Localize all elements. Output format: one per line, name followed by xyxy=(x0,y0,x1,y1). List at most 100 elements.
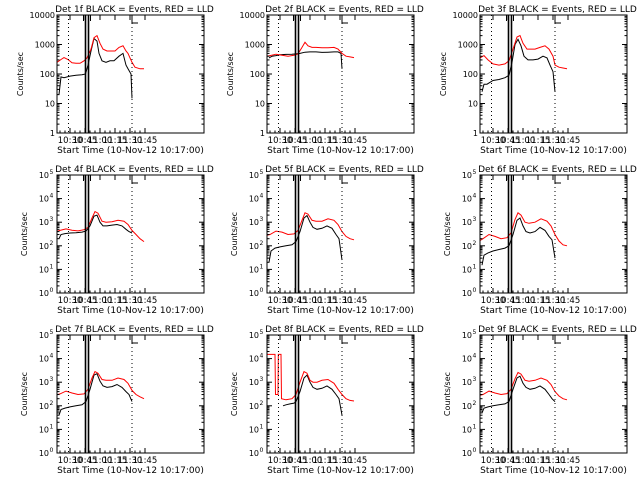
x-tick-label: 11:30 xyxy=(328,456,353,466)
y-tick-label: 10000 xyxy=(30,11,55,20)
y-tick-label: 1000 xyxy=(245,41,265,50)
x-tick-label: 10:30 xyxy=(268,456,293,466)
y-tick-label: 10 xyxy=(255,100,265,109)
x-tick-label: 11:45 xyxy=(133,136,158,146)
interval-bracket xyxy=(83,15,91,21)
series-events-line xyxy=(58,214,133,239)
x-tick-label: 11:00 xyxy=(298,296,323,306)
x-tick-label: 11:45 xyxy=(343,296,368,306)
series-lld-line xyxy=(267,353,355,402)
x-tick-label: 11:30 xyxy=(118,456,143,466)
y-tick-label: 10 xyxy=(249,331,259,340)
y-tick-label: 10 xyxy=(462,402,472,411)
chart-panel-4: Det 4f BLACK = Events, RED = LLD 10:3010:… xyxy=(20,165,214,316)
x-tick-label: 11:00 xyxy=(511,136,536,146)
interval-bracket xyxy=(506,175,514,181)
y-tick-exponent: 1 xyxy=(473,423,477,430)
x-tick-label: 11:15 xyxy=(526,296,551,306)
x-tick-label: 11:30 xyxy=(541,136,566,146)
end-marker xyxy=(131,175,138,184)
x-tick-label: 11:45 xyxy=(556,456,581,466)
x-tick-label: 11:15 xyxy=(313,296,338,306)
y-tick-label: 1000 xyxy=(35,41,55,50)
series-events-line xyxy=(481,375,556,414)
x-axis-label: Start Time (10-Nov-12 10:17:00) xyxy=(57,466,204,476)
x-tick-label: 11:30 xyxy=(328,136,353,146)
y-tick-exponent: 4 xyxy=(473,353,477,360)
plot-frame xyxy=(266,14,415,134)
x-tick-label: 11:45 xyxy=(133,456,158,466)
x-tick-label: 11:00 xyxy=(511,456,536,466)
chart-title: Det 2f BLACK = Events, RED = LLD xyxy=(265,5,424,15)
chart-title: Det 4f BLACK = Events, RED = LLD xyxy=(55,165,214,175)
y-tick-label: 10 xyxy=(39,242,49,251)
x-tick-label: 10:45 xyxy=(496,296,521,306)
chart-panel-2: Det 2f BLACK = Events, RED = LLD 10:3010:… xyxy=(226,5,424,156)
y-axis-label: Counts/sec xyxy=(230,212,239,256)
chart-panel-1: Det 1f BLACK = Events, RED = LLD 10:3010:… xyxy=(16,5,214,156)
y-tick-label: 100 xyxy=(250,70,265,79)
x-tick-label: 11:00 xyxy=(88,456,113,466)
chart-title: Det 7f BLACK = Events, RED = LLD xyxy=(55,325,214,335)
y-tick-label: 10 xyxy=(249,195,259,204)
y-tick-label: 10 xyxy=(39,331,49,340)
series-lld-line xyxy=(57,370,145,400)
y-tick-exponent: 0 xyxy=(473,287,477,294)
y-tick-label: 10 xyxy=(249,402,259,411)
y-tick-exponent: 0 xyxy=(260,447,264,454)
y-tick-exponent: 4 xyxy=(260,353,264,360)
plot-area xyxy=(480,335,568,453)
x-axis-label: Start Time (10-Nov-12 10:17:00) xyxy=(57,146,204,156)
y-tick-exponent: 1 xyxy=(260,263,264,270)
y-tick-exponent: 5 xyxy=(473,169,477,176)
x-axis-label: Start Time (10-Nov-12 10:17:00) xyxy=(57,306,204,316)
y-tick-label: 10 xyxy=(462,378,472,387)
chart-title: Det 8f BLACK = Events, RED = LLD xyxy=(265,325,424,335)
x-tick-label: 10:45 xyxy=(73,136,98,146)
plot-area xyxy=(267,335,355,453)
y-tick-label: 10 xyxy=(462,265,472,274)
interval-bracket xyxy=(83,175,91,181)
plot-area xyxy=(267,15,355,133)
y-tick-exponent: 4 xyxy=(473,193,477,200)
y-tick-exponent: 5 xyxy=(473,329,477,336)
x-axis-label: Start Time (10-Nov-12 10:17:00) xyxy=(267,146,414,156)
y-tick-exponent: 1 xyxy=(473,263,477,270)
interval-bracket xyxy=(506,335,514,341)
x-tick-label: 10:45 xyxy=(283,136,308,146)
x-tick-label: 11:00 xyxy=(511,296,536,306)
y-axis-label: Counts/sec xyxy=(20,372,29,416)
chart-panel-3: Det 3f BLACK = Events, RED = LLD 10:3010:… xyxy=(439,5,637,156)
y-tick-label: 10 xyxy=(39,195,49,204)
series-events-line xyxy=(58,373,133,416)
series-events-line xyxy=(282,374,343,416)
y-axis-label: Counts/sec xyxy=(439,52,448,96)
y-tick-exponent: 3 xyxy=(473,216,477,223)
y-tick-label: 10 xyxy=(249,425,259,434)
x-tick-label: 11:00 xyxy=(88,296,113,306)
series-lld-line xyxy=(267,212,355,241)
end-marker xyxy=(131,335,138,344)
x-tick-label: 10:30 xyxy=(268,296,293,306)
x-axis-label: Start Time (10-Nov-12 10:17:00) xyxy=(267,466,414,476)
y-tick-label: 10 xyxy=(39,449,49,458)
x-axis-label: Start Time (10-Nov-12 10:17:00) xyxy=(480,146,627,156)
end-marker xyxy=(341,15,348,24)
chart-title: Det 9f BLACK = Events, RED = LLD xyxy=(478,325,637,335)
x-tick-label: 10:30 xyxy=(481,296,506,306)
end-marker xyxy=(554,175,561,184)
y-axis-label: Counts/sec xyxy=(20,212,29,256)
x-tick-label: 11:15 xyxy=(313,136,338,146)
y-tick-label: 10 xyxy=(462,355,472,364)
y-axis-label: Counts/sec xyxy=(443,372,452,416)
y-tick-exponent: 1 xyxy=(50,423,54,430)
plot-area xyxy=(267,175,355,293)
x-tick-label: 10:30 xyxy=(58,456,83,466)
y-tick-exponent: 0 xyxy=(50,287,54,294)
y-tick-label: 10 xyxy=(249,218,259,227)
x-tick-label: 10:30 xyxy=(481,456,506,466)
chart-panel-8: Det 8f BLACK = Events, RED = LLD 10:3010:… xyxy=(230,325,424,476)
y-tick-label: 10 xyxy=(462,171,472,180)
y-tick-exponent: 2 xyxy=(50,240,54,247)
y-tick-label: 1 xyxy=(50,129,55,138)
